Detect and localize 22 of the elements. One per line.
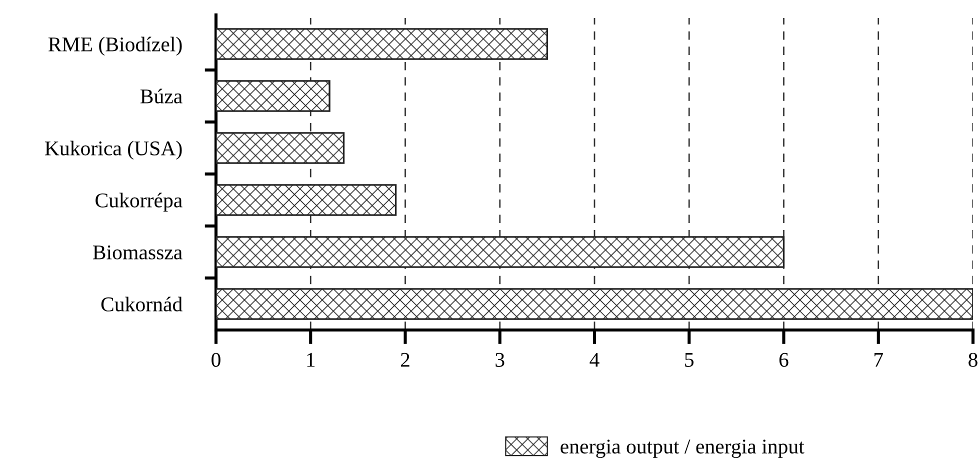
x-tick-label: 2 (400, 352, 410, 367)
bar (216, 80, 330, 112)
x-tick-label: 1 (307, 352, 315, 367)
x-tick-label: 0 (212, 352, 220, 367)
legend-label: energia output / energia input (560, 440, 804, 458)
y-tick-label: Cukorrépa (96, 192, 182, 212)
bar (216, 132, 345, 164)
x-tick-label: 5 (685, 353, 694, 367)
y-tick-label: RME (Biodízel) (48, 36, 182, 56)
bar (216, 288, 973, 320)
x-tick-label: 6 (779, 352, 788, 367)
x-tick-label: 4 (590, 352, 600, 367)
bar (216, 28, 548, 60)
bar (216, 236, 785, 268)
y-tick-label: Cukornád (101, 296, 182, 312)
y-tick-label: Búza (140, 88, 182, 104)
x-tick-label: 3 (496, 352, 504, 367)
y-tick-label: Biomassza (93, 245, 182, 260)
x-tick-label: 7 (874, 353, 883, 367)
bar (216, 184, 397, 216)
x-tick-label: 8 (968, 352, 978, 367)
y-tick-label: Kukorica (USA) (44, 140, 182, 160)
